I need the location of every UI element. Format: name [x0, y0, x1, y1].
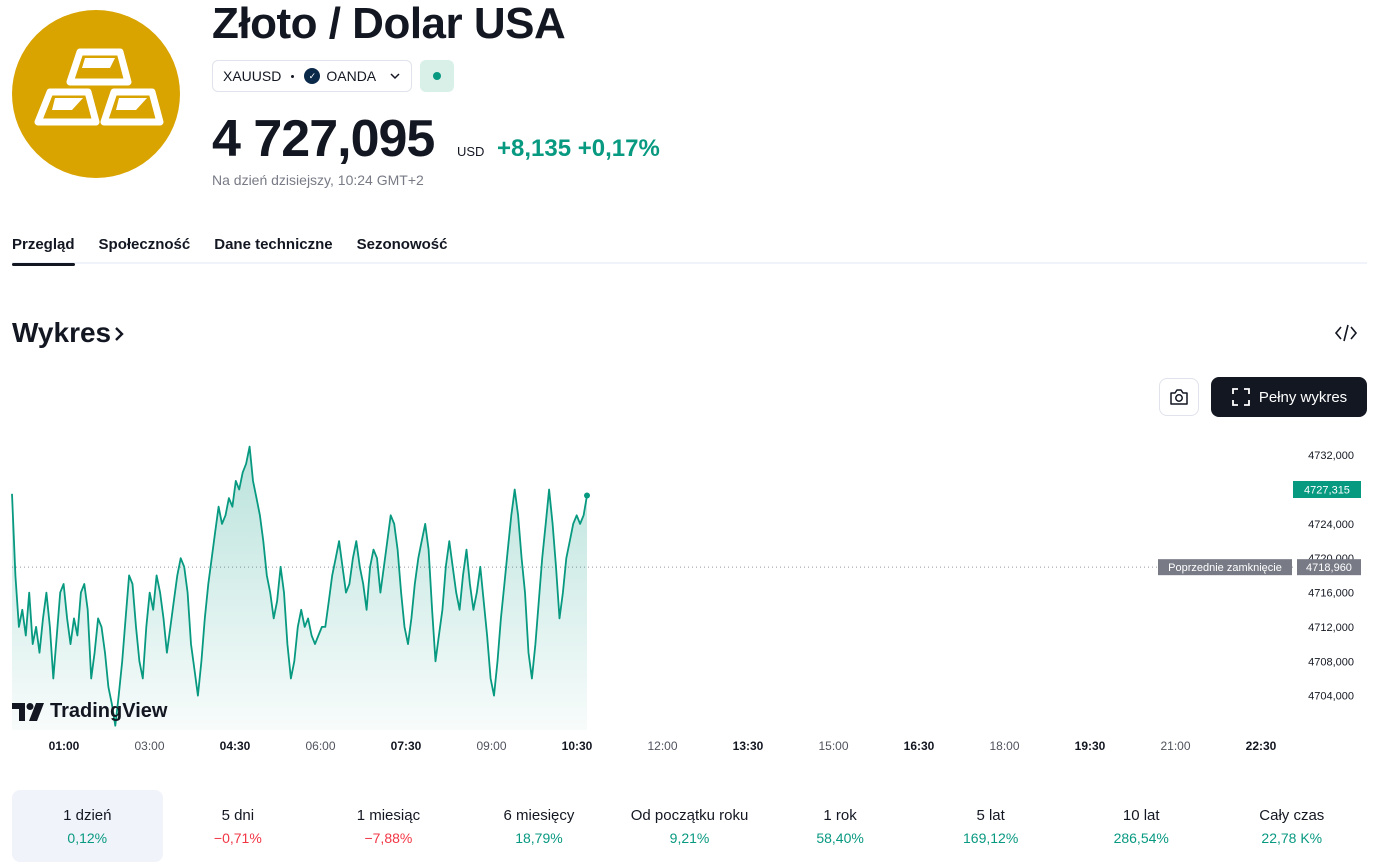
period-option[interactable]: 6 miesięcy 18,79% [464, 790, 615, 862]
period-change: 22,78 K% [1261, 829, 1323, 846]
x-tick-label: 04:30 [220, 739, 251, 753]
period-change: 169,12% [963, 829, 1019, 846]
exchange-name: OANDA [326, 68, 377, 84]
snapshot-button[interactable] [1159, 378, 1199, 416]
x-tick-label: 21:00 [1160, 739, 1190, 753]
period-label: 5 lat [976, 806, 1005, 824]
x-tick-label: 10:30 [562, 739, 593, 753]
x-tick-label: 16:30 [904, 739, 935, 753]
period-label: 1 dzień [63, 806, 112, 824]
previous-close-value-bg [1297, 559, 1361, 576]
x-tick-label: 13:30 [733, 739, 764, 753]
gold-bars-icon [34, 48, 164, 126]
x-tick-label: 09:00 [476, 739, 506, 753]
fullscreen-icon [1231, 388, 1250, 406]
period-change: 0,12% [67, 829, 108, 846]
x-tick-label: 22:30 [1246, 739, 1277, 753]
last-value-bg [1293, 481, 1361, 498]
page-title: Złoto / Dolar USA [212, 0, 566, 48]
period-label: 6 miesięcy [503, 806, 575, 824]
tradingview-logo-icon [12, 702, 44, 721]
tab-technicals[interactable]: Dane techniczne [214, 236, 333, 253]
period-option[interactable]: 1 dzień 0,12% [12, 790, 163, 862]
period-change: −7,88% [364, 829, 413, 846]
period-label: Cały czas [1259, 806, 1325, 824]
period-change: −0,71% [213, 829, 262, 846]
full-chart-label: Pełny wykres [1258, 388, 1348, 406]
last-value-tag: 4727,315 [1293, 481, 1361, 498]
period-option[interactable]: 5 dni −0,71% [163, 790, 314, 862]
tab-overview[interactable]: Przegląd [12, 234, 75, 266]
separator-dot [291, 74, 295, 78]
chart-canvas: 4732,0004728,0004724,0004720,0004716,000… [11, 445, 1361, 753]
period-option[interactable]: 1 miesiąc −7,88% [313, 790, 464, 862]
price-area [12, 446, 587, 730]
period-option[interactable]: Cały czas 22,78 K% [1217, 790, 1368, 862]
full-chart-button[interactable]: Pełny wykres [1211, 377, 1367, 417]
price-currency: USD [457, 144, 485, 159]
previous-close-value: 4718,960 [1306, 562, 1352, 574]
last-price-dot [584, 492, 590, 499]
x-tick-label: 07:30 [391, 739, 422, 753]
period-change: 18,79% [515, 829, 563, 846]
period-label: Od początku roku [630, 806, 749, 824]
embed-code-icon[interactable] [1334, 322, 1358, 344]
y-tick-label: 4724,000 [1308, 519, 1354, 531]
y-tick-label: 4712,000 [1308, 622, 1354, 634]
previous-close-label: Poprzednie zamknięcie [1168, 562, 1282, 574]
market-open-status[interactable] [420, 60, 454, 92]
chart-section-link[interactable]: Wykres [12, 317, 127, 349]
y-tick-label: 4708,000 [1308, 656, 1354, 668]
chevron-right-icon [115, 327, 124, 341]
price-chart[interactable]: 4732,0004728,0004724,0004720,0004716,000… [0, 430, 1381, 760]
x-tick-label: 18:00 [989, 739, 1019, 753]
last-price: 4 727,095 [212, 110, 435, 168]
chevron-down-icon [390, 73, 400, 80]
as-of-timestamp: Na dzień dzisiejszy, 10:24 GMT+2 [212, 172, 424, 188]
symbol-ticker: XAUUSD [223, 68, 282, 84]
period-label: 10 lat [1122, 806, 1160, 824]
period-option[interactable]: 5 lat 169,12% [915, 790, 1066, 862]
period-option[interactable]: Od początku roku 9,21% [614, 790, 765, 862]
change-absolute: +8,135 [497, 135, 572, 162]
period-label: 1 miesiąc [356, 806, 421, 824]
change-percent: +0,17% [577, 135, 660, 162]
tab-seasonals[interactable]: Sezonowość [356, 236, 448, 253]
price-line [11, 445, 588, 727]
period-change: 9,21% [669, 829, 710, 846]
period-option[interactable]: 10 lat 286,54% [1066, 790, 1217, 862]
period-option[interactable]: 1 rok 58,40% [765, 790, 916, 862]
x-tick-label: 15:00 [818, 739, 848, 753]
y-tick-label: 4732,000 [1308, 450, 1354, 462]
symbol-exchange-selector[interactable]: XAUUSD ✓ OANDA [212, 60, 412, 92]
y-tick-label: 4704,000 [1308, 691, 1354, 703]
tradingview-wordmark: TradingView [50, 700, 168, 722]
previous-close-tag: Poprzednie zamknięcie 4718,960 [1158, 559, 1361, 576]
x-tick-label: 06:00 [305, 739, 335, 753]
x-tick-label: 12:00 [647, 739, 677, 753]
period-performance-bar: 1 dzień 0,12% 5 dni −0,71% 1 miesiąc −7,88% 6 … [12, 790, 1367, 862]
symbol-logo [12, 10, 180, 178]
x-tick-label: 03:00 [134, 739, 164, 753]
price-change: +8,135 +0,17% [497, 135, 660, 163]
oanda-icon: ✓ [304, 68, 321, 84]
x-tick-label: 01:00 [49, 739, 80, 753]
period-label: 5 dni [221, 806, 255, 824]
y-tick-label: 4716,000 [1308, 588, 1354, 600]
period-label: 1 rok [823, 806, 857, 824]
camera-icon [1170, 389, 1188, 405]
previous-close-label-bg [1158, 559, 1292, 576]
period-change: 58,40% [816, 829, 864, 846]
section-title: Wykres [12, 317, 112, 348]
tab-community[interactable]: Społeczność [98, 236, 191, 253]
x-axis: 01:00 03:00 04:30 06:00 07:30 09:00 10:30 12:00… [49, 739, 1277, 753]
tab-bar: Przegląd Społeczność Dane techniczne Sez… [12, 234, 1367, 266]
tradingview-logo[interactable]: TradingView [12, 700, 167, 723]
x-tick-label: 19:30 [1075, 739, 1106, 753]
period-change: 286,54% [1113, 829, 1169, 846]
status-dot-icon [433, 72, 441, 80]
last-value-label: 4727,315 [1304, 485, 1350, 497]
